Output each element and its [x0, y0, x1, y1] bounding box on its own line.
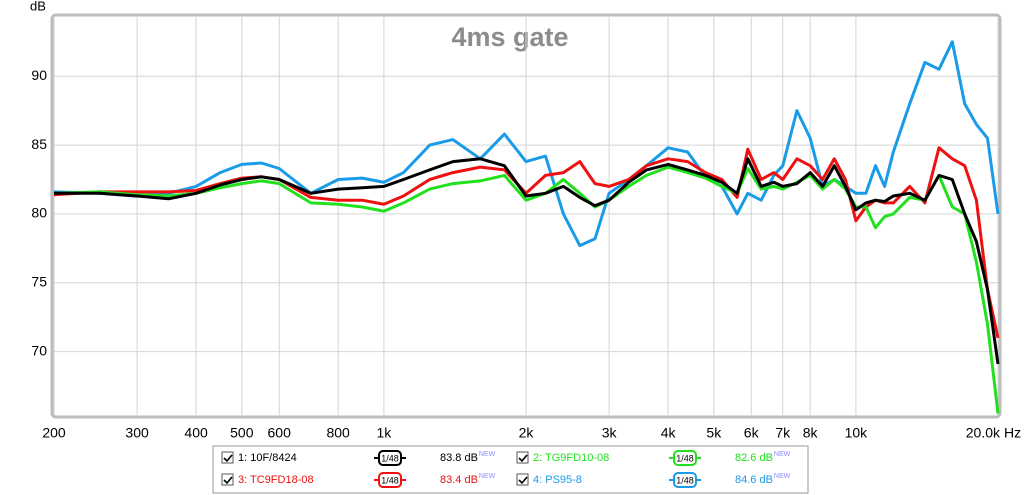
legend-name: 4: PS95-8: [533, 474, 582, 486]
legend-smoothing-box: [378, 472, 402, 488]
legend-name: 2: TG9FD10-08: [533, 452, 609, 464]
x-tick-label: 10k: [845, 425, 869, 441]
legend-checkbox: [516, 451, 529, 464]
x-tick-label: 1k: [377, 425, 393, 441]
legend-smoothing: 1/48: [381, 453, 399, 463]
x-tick-label: 3k: [602, 425, 618, 441]
legend-name: 3: TC9FD18-08: [238, 474, 314, 486]
x-tick-label: 5k: [706, 425, 722, 441]
y-tick-label: 75: [31, 273, 47, 289]
legend-badge: NEW: [774, 473, 791, 480]
x-tick-label: 8k: [803, 425, 819, 441]
legend-entry: 1: 10F/8424 1/48 83.8 dB NEW: [221, 450, 496, 466]
series-line: [54, 157, 1000, 365]
y-tick-label: 70: [31, 342, 47, 358]
legend-smoothing-box: [378, 450, 402, 466]
x-tick-label: 4k: [661, 425, 677, 441]
y-tick-label: 80: [31, 205, 47, 221]
y-tick-label: 90: [31, 67, 47, 83]
x-tick-label: 500: [230, 425, 254, 441]
series-line: [53, 40, 1000, 248]
legend-badge: NEW: [479, 451, 496, 458]
x-tick-label: 20.0k: [966, 425, 1001, 441]
legend-box: [212, 445, 809, 494]
legend-checkbox: [516, 473, 529, 486]
legend-check: [518, 454, 528, 463]
legend-smoothing: 1/48: [381, 475, 399, 485]
legend-smoothing: 1/48: [676, 475, 694, 485]
legend-check: [518, 476, 528, 485]
series-line: [53, 146, 1000, 339]
legend-checkbox: [221, 451, 234, 464]
legend-entry: 4: PS95-8 1/48 84.6 dB NEW: [516, 472, 791, 488]
legend-badge: NEW: [479, 473, 496, 480]
y-tick-label: 85: [31, 136, 47, 152]
legend-smoothing-box: [673, 450, 697, 466]
x-tick-label: 800: [326, 425, 350, 441]
legend-level: 84.6 dB: [735, 474, 773, 486]
legend-badge: NEW: [774, 451, 791, 458]
series-line: [53, 165, 1000, 414]
legend-level: 83.4 dB: [440, 474, 478, 486]
legend-entry: 2: TG9FD10-08 1/48 82.6 dB NEW: [516, 450, 791, 466]
x-tick-label: 6k: [744, 425, 760, 441]
legend-check: [223, 454, 233, 463]
chart-title: 4ms gate: [451, 22, 568, 52]
x-tick-label: 200: [42, 425, 66, 441]
legend-checkbox: [221, 473, 234, 486]
x-tick-label: 400: [184, 425, 208, 441]
legend-level: 82.6 dB: [735, 452, 773, 464]
x-axis-label: Hz: [1004, 425, 1021, 441]
legend-smoothing-box: [673, 472, 697, 488]
x-tick-label: 7k: [775, 425, 791, 441]
x-tick-label: 2k: [519, 425, 535, 441]
y-axis-label: dB: [30, 0, 46, 13]
x-tick-label: 600: [268, 425, 292, 441]
legend-name: 1: 10F/8424: [238, 452, 297, 464]
x-tick-label: 300: [125, 425, 149, 441]
legend-smoothing: 1/48: [676, 453, 694, 463]
legend-check: [223, 476, 233, 485]
legend-entry: 3: TC9FD18-08 1/48 83.4 dB NEW: [221, 472, 496, 488]
legend-level: 83.8 dB: [440, 452, 478, 464]
